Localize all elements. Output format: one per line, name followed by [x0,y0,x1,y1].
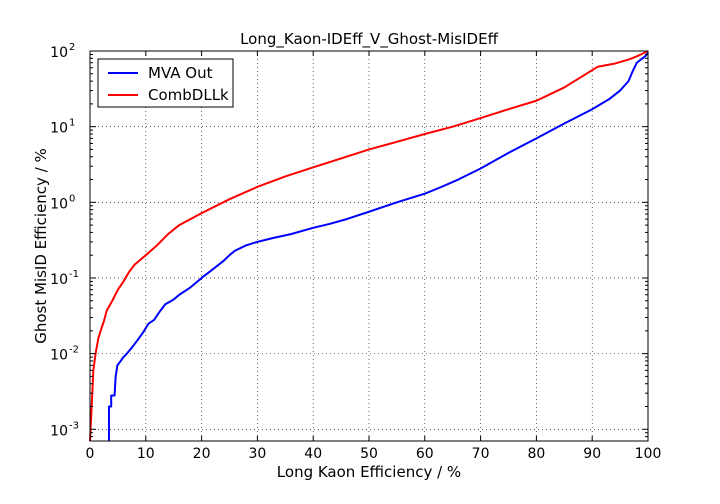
x-axis-label: Long Kaon Efficiency / % [277,463,461,481]
x-tick-label: 50 [360,446,378,462]
y-tick-exponent: 1 [69,118,75,129]
y-tick-label: 10 [50,423,68,439]
x-tick-label: 90 [583,446,601,462]
legend-label-mva-out: MVA Out [148,64,213,82]
y-tick-label: 10 [50,348,68,364]
y-tick-label: 10 [50,196,68,212]
series-line-combdllk [89,50,649,442]
x-tick-label: 30 [248,446,266,462]
ticks [89,50,649,442]
y-tick-label: 10 [50,121,68,137]
y-tick-exponent: 0 [69,193,75,204]
y-tick-label: 10 [50,45,68,61]
y-tick-exponent: -3 [69,420,79,431]
y-tick-exponent: -1 [69,269,79,280]
x-tick-label: 70 [472,446,490,462]
y-axis-label: Ghost MisID Efficiency / % [32,148,50,344]
x-tick-label: 100 [635,446,662,462]
series-layer [89,50,649,442]
x-tick-label: 10 [137,446,155,462]
x-tick-label: 60 [416,446,434,462]
x-tick-label: 20 [193,446,211,462]
x-tick-label: 0 [86,446,95,462]
y-tick-label: 10 [50,272,68,288]
series-line-mva-out [107,52,649,441]
legend-label-combdllk: CombDLLk [148,86,229,104]
y-tick-exponent: 2 [69,42,75,53]
legend-box [97,58,234,108]
y-tick-exponent: -2 [69,345,79,356]
chart-title: Long_Kaon-IDEff_V_Ghost-MisIDEff [240,30,499,49]
x-tick-label: 80 [527,446,545,462]
legend: MVA Out CombDLLk [97,58,234,108]
plot-area [90,51,648,441]
x-tick-label: 40 [304,446,322,462]
